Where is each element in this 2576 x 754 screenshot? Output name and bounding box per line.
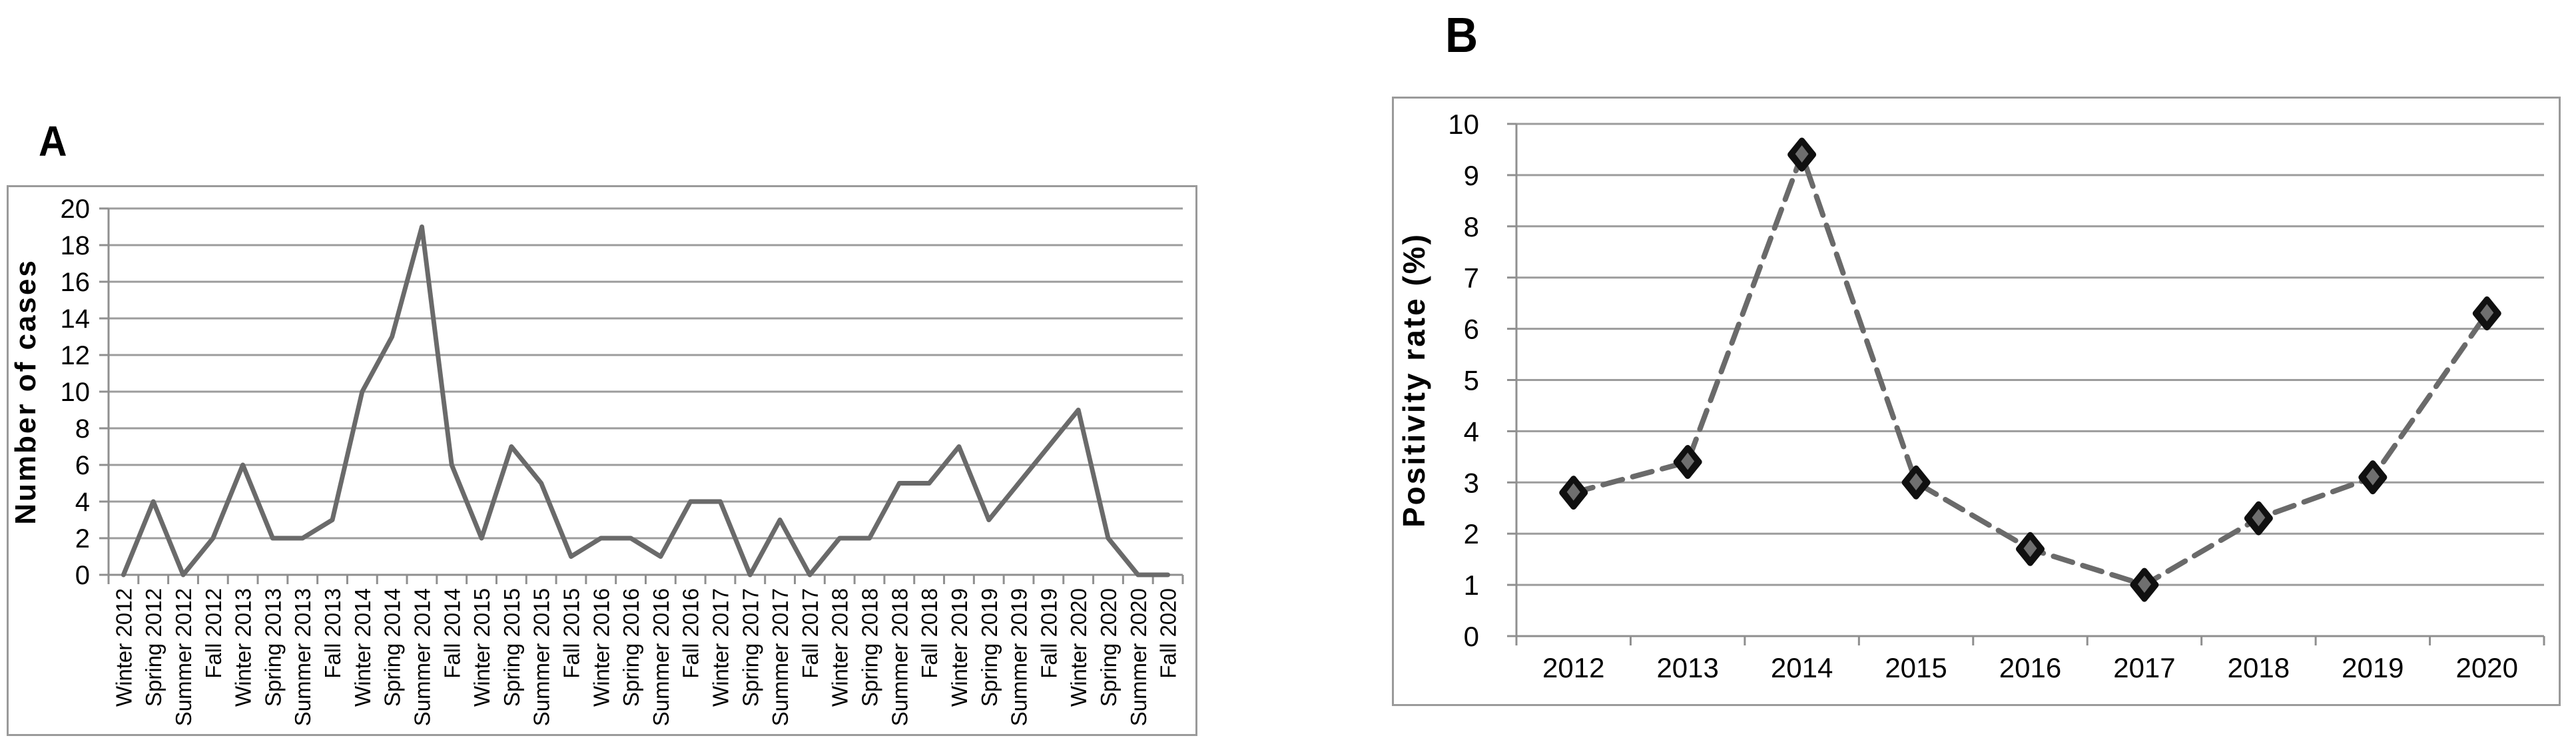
y-axis-title: Positivity rate (%) xyxy=(1397,232,1431,528)
svg-text:7: 7 xyxy=(1464,262,1479,294)
svg-text:Fall 2017: Fall 2017 xyxy=(798,588,822,679)
svg-text:2020: 2020 xyxy=(2456,652,2518,683)
svg-text:Summer 2013: Summer 2013 xyxy=(290,588,315,726)
data-marker-inner xyxy=(2137,575,2151,593)
svg-text:2017: 2017 xyxy=(2113,652,2175,683)
chart-b-box: 0 1 2 3 4 5 6 7 8 9 10 2012 2013 2014 2015 2016 2017 2018… xyxy=(1392,97,2561,706)
svg-text:20: 20 xyxy=(61,194,91,224)
svg-text:Summer 2014: Summer 2014 xyxy=(410,588,434,726)
svg-text:Summer 2017: Summer 2017 xyxy=(768,588,793,726)
svg-text:9: 9 xyxy=(1464,160,1479,191)
y-axis-title: Number of cases xyxy=(9,258,42,525)
panel-b-label: B xyxy=(1445,7,1478,63)
data-marker-inner xyxy=(1795,145,1809,163)
data-marker-inner xyxy=(2366,468,2380,486)
svg-text:Spring 2017: Spring 2017 xyxy=(738,588,763,707)
svg-text:4: 4 xyxy=(1464,416,1479,447)
svg-text:Spring 2012: Spring 2012 xyxy=(141,588,166,707)
svg-text:Spring 2016: Spring 2016 xyxy=(619,588,643,707)
svg-text:0: 0 xyxy=(75,561,90,590)
svg-text:8: 8 xyxy=(1464,211,1479,242)
svg-text:Fall 2012: Fall 2012 xyxy=(201,588,226,679)
svg-text:Winter 2015: Winter 2015 xyxy=(470,588,494,707)
svg-text:2016: 2016 xyxy=(1999,652,2061,683)
svg-text:4: 4 xyxy=(75,488,90,517)
svg-text:2013: 2013 xyxy=(1656,652,1718,683)
svg-text:1: 1 xyxy=(1464,569,1479,601)
gridlines xyxy=(109,207,1183,540)
svg-text:Spring 2018: Spring 2018 xyxy=(858,588,882,707)
svg-text:2019: 2019 xyxy=(2342,652,2404,683)
svg-text:Winter 2014: Winter 2014 xyxy=(350,588,375,707)
data-series xyxy=(1559,137,2501,602)
svg-text:8: 8 xyxy=(75,414,90,444)
data-marker-inner xyxy=(1566,483,1580,501)
data-marker-inner xyxy=(1681,452,1695,470)
svg-text:0: 0 xyxy=(1464,621,1479,652)
svg-text:14: 14 xyxy=(61,304,91,334)
svg-text:Winter 2017: Winter 2017 xyxy=(709,588,733,707)
svg-text:Spring 2015: Spring 2015 xyxy=(499,588,524,707)
svg-text:Winter 2012: Winter 2012 xyxy=(111,588,136,707)
svg-text:Summer 2019: Summer 2019 xyxy=(1007,588,1032,726)
svg-text:2014: 2014 xyxy=(1771,652,1833,683)
svg-text:Summer 2018: Summer 2018 xyxy=(887,588,912,726)
svg-text:Spring 2019: Spring 2019 xyxy=(977,588,1002,707)
svg-text:Winter 2016: Winter 2016 xyxy=(589,588,613,707)
svg-text:2: 2 xyxy=(75,524,90,554)
data-marker-inner xyxy=(2252,509,2266,527)
y-tick-labels: 0 1 2 3 4 5 6 7 8 9 10 xyxy=(1448,109,1479,652)
svg-text:6: 6 xyxy=(1464,314,1479,345)
svg-text:12: 12 xyxy=(61,341,91,370)
svg-text:10: 10 xyxy=(1448,109,1479,140)
svg-text:Spring 2020: Spring 2020 xyxy=(1096,588,1121,707)
data-marker-inner xyxy=(2480,304,2494,322)
svg-text:Winter 2020: Winter 2020 xyxy=(1066,588,1091,707)
data-series xyxy=(121,224,1171,577)
svg-text:Winter 2019: Winter 2019 xyxy=(947,588,972,707)
svg-text:10: 10 xyxy=(61,378,91,407)
svg-text:Summer 2012: Summer 2012 xyxy=(171,588,196,726)
svg-text:2015: 2015 xyxy=(1885,652,1947,683)
svg-text:Spring 2013: Spring 2013 xyxy=(260,588,285,707)
svg-text:Summer 2015: Summer 2015 xyxy=(529,588,554,726)
svg-text:Fall 2015: Fall 2015 xyxy=(559,588,583,679)
svg-text:Winter 2018: Winter 2018 xyxy=(828,588,852,707)
svg-text:Summer 2020: Summer 2020 xyxy=(1126,588,1151,726)
svg-text:Fall 2018: Fall 2018 xyxy=(917,588,942,679)
svg-text:Fall 2020: Fall 2020 xyxy=(1156,588,1181,679)
svg-text:Summer 2016: Summer 2016 xyxy=(649,588,673,726)
data-marker-inner xyxy=(1909,473,1923,491)
svg-text:Fall 2014: Fall 2014 xyxy=(440,588,464,679)
tick-marks xyxy=(99,207,1184,584)
data-marker-inner xyxy=(2023,540,2037,558)
svg-text:18: 18 xyxy=(61,231,91,260)
y-tick-labels: 0 2 4 6 8 10 12 14 16 18 20 xyxy=(61,194,91,590)
svg-text:Winter 2013: Winter 2013 xyxy=(231,588,256,707)
x-tick-labels: 2012 2013 2014 2015 2016 2017 2018 2019 2020 xyxy=(1542,652,2518,683)
svg-text:6: 6 xyxy=(75,451,90,480)
tick-marks xyxy=(1507,123,2545,645)
svg-text:Spring 2014: Spring 2014 xyxy=(380,588,405,707)
svg-text:2012: 2012 xyxy=(1542,652,1604,683)
chart-b-plot: 0 1 2 3 4 5 6 7 8 9 10 2012 2013 2014 2015 2016 2017 2018… xyxy=(1397,109,2545,683)
svg-text:16: 16 xyxy=(61,268,91,297)
chart-a-box: 0 2 4 6 8 10 12 14 16 18 20 Winter 2012 Spring 2012 S… xyxy=(7,185,1197,736)
series-line xyxy=(121,224,1171,577)
svg-text:Fall 2016: Fall 2016 xyxy=(679,588,703,679)
svg-text:2: 2 xyxy=(1464,518,1479,550)
svg-text:Fall 2019: Fall 2019 xyxy=(1036,588,1061,679)
svg-text:5: 5 xyxy=(1464,365,1479,396)
svg-text:Fall 2013: Fall 2013 xyxy=(320,588,345,679)
svg-text:3: 3 xyxy=(1464,467,1479,498)
x-tick-labels: Winter 2012 Spring 2012 Summer 2012 Fall 20… xyxy=(111,588,1180,726)
gridlines xyxy=(1516,123,2544,586)
series-line xyxy=(1570,152,2490,588)
panel-a-label: A xyxy=(39,117,67,165)
svg-text:2018: 2018 xyxy=(2228,652,2290,683)
